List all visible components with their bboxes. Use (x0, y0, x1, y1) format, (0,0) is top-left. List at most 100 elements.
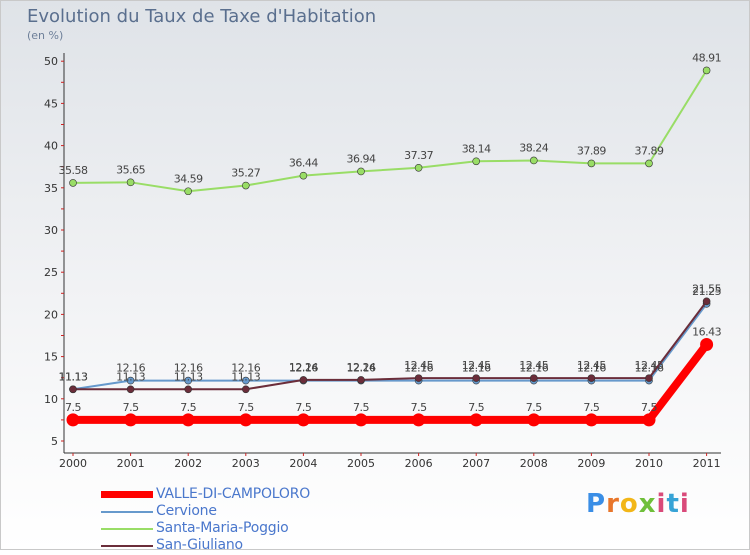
legend-swatch-cervione (101, 511, 153, 513)
data-label-san-giuliano: 12.45 (577, 359, 606, 372)
legend-label-santa-maria-poggio: Santa-Maria-Poggio (156, 520, 289, 536)
data-label-valle-di-campoloro: 7.5 (353, 401, 369, 414)
legend-label-valle-di-campoloro: VALLE-DI-CAMPOLORO (156, 486, 311, 502)
data-label-san-giuliano: 21.55 (692, 282, 721, 295)
unit-label: (en %) (27, 29, 64, 42)
data-label-cervione: 12.16 (116, 362, 145, 375)
x-tick-label: 2002 (174, 457, 202, 470)
series-santa-maria-poggio: 35.58 35.65 34.59 35.27 36.44 36.94 37.37 38.14… (59, 51, 722, 196)
data-point-santa-maria-poggio (299, 171, 308, 180)
data-label-san-giuliano: 11.13 (231, 370, 260, 383)
x-tick-label: 2001 (117, 457, 145, 470)
series-layer: 35.58 35.65 34.59 35.27 36.44 36.94 37.37 38.14… (59, 51, 722, 427)
data-point-cervione (242, 376, 250, 385)
data-label-santa-maria-poggio: 35.65 (116, 163, 145, 176)
data-point-valle-di-campoloro (412, 413, 426, 427)
data-label-cervione: 12.16 (404, 362, 433, 375)
data-point-valle-di-campoloro (584, 413, 598, 427)
series-line-valle-di-campoloro (73, 342, 710, 424)
y-tick-label: 35 (44, 182, 58, 195)
data-point-san-giuliano (414, 374, 423, 382)
data-label-san-giuliano: 11.13 (116, 370, 145, 383)
data-label-cervione: 12.16 (231, 362, 260, 375)
data-point-valle-di-campoloro (66, 413, 80, 427)
data-label-cervione: 12.16 (289, 362, 318, 375)
y-tick-label: 50 (44, 55, 58, 68)
series-san-giuliano: 11.13 11.13 11.13 11.13 12.24 12.24 12.45 12.45… (59, 282, 722, 394)
data-label-cervione: 21.25 (692, 285, 721, 298)
data-point-san-giuliano (357, 376, 365, 384)
legend-swatch-san-giuliano (101, 545, 153, 547)
data-label-cervione: 12.16 (462, 362, 491, 375)
data-label-valle-di-campoloro: 7.5 (65, 401, 81, 414)
data-point-valle-di-campoloro (124, 413, 138, 427)
data-label-santa-maria-poggio: 38.14 (462, 142, 491, 155)
data-label-san-giuliano: 12.45 (462, 359, 491, 372)
data-label-valle-di-campoloro: 16.43 (692, 326, 721, 339)
legend-swatch-valle-di-campoloro (101, 491, 153, 498)
series-line-san-giuliano (73, 300, 708, 391)
data-label-cervione: 11.13 (59, 370, 88, 383)
data-point-san-giuliano (529, 374, 538, 382)
data-label-valle-di-campoloro: 7.5 (295, 401, 311, 414)
data-point-santa-maria-poggio (242, 181, 250, 190)
data-label-valle-di-campoloro: 7.5 (468, 401, 484, 414)
data-label-santa-maria-poggio: 35.27 (231, 167, 260, 180)
data-label-san-giuliano: 11.13 (59, 370, 88, 383)
data-label-santa-maria-poggio: 38.24 (519, 141, 548, 154)
data-label-santa-maria-poggio: 37.89 (635, 144, 664, 157)
data-label-san-giuliano: 12.24 (347, 361, 376, 374)
y-tick-label: 30 (44, 224, 58, 237)
data-point-santa-maria-poggio (184, 187, 192, 196)
proxiti-logo: Proxiti (586, 489, 690, 519)
x-tick-label: 2000 (59, 457, 87, 470)
legend-swatch-santa-maria-poggio (101, 528, 153, 530)
data-point-valle-di-campoloro (469, 413, 483, 427)
data-label-valle-di-campoloro: 7.5 (180, 401, 196, 414)
x-tick-label: 2007 (462, 457, 490, 470)
data-point-valle-di-campoloro (527, 413, 541, 427)
data-label-cervione: 12.16 (635, 362, 664, 375)
data-point-valle-di-campoloro (239, 413, 253, 427)
data-point-santa-maria-poggio (587, 159, 596, 168)
data-label-san-giuliano: 12.45 (519, 359, 548, 372)
y-tick-label: 15 (44, 351, 58, 364)
data-label-san-giuliano: 12.45 (635, 359, 664, 372)
data-point-santa-maria-poggio (414, 163, 423, 172)
chart-title: Evolution du Taux de Taxe d'Habitation (27, 6, 377, 27)
data-point-cervione (184, 376, 192, 385)
data-point-santa-maria-poggio (529, 156, 538, 165)
data-point-san-giuliano (126, 385, 135, 394)
data-label-valle-di-campoloro: 7.5 (526, 401, 542, 414)
data-point-san-giuliano (702, 297, 711, 306)
y-tick-label: 45 (44, 97, 58, 110)
y-tick-label: 10 (44, 393, 58, 406)
data-point-valle-di-campoloro (700, 338, 714, 352)
data-point-valle-di-campoloro (296, 413, 310, 427)
data-point-cervione (126, 376, 135, 385)
data-point-santa-maria-poggio (702, 66, 711, 75)
data-point-san-giuliano (587, 374, 596, 382)
data-label-santa-maria-poggio: 36.44 (289, 157, 318, 170)
data-point-san-giuliano (472, 374, 481, 382)
data-label-san-giuliano: 12.45 (404, 359, 433, 372)
series-valle-di-campoloro: 7.5 7.5 7.5 7.5 7.5 7.5 7.5 7.5 7.5 7.5 7.5 16.43 (65, 326, 722, 427)
data-label-santa-maria-poggio: 37.37 (404, 149, 433, 162)
data-point-santa-maria-poggio (472, 157, 481, 166)
data-label-valle-di-campoloro: 7.5 (123, 401, 139, 414)
data-label-valle-di-campoloro: 7.5 (583, 401, 599, 414)
data-label-cervione: 12.16 (174, 362, 203, 375)
x-tick-label: 2005 (347, 457, 375, 470)
data-label-valle-di-campoloro: 7.5 (238, 401, 254, 414)
y-tick-label: 20 (44, 308, 58, 321)
data-point-santa-maria-poggio (69, 179, 77, 187)
x-tick-label: 2009 (577, 457, 605, 470)
data-point-santa-maria-poggio (357, 167, 365, 176)
data-point-san-giuliano (242, 385, 250, 394)
axes: 5 10 15 20 25 30 35 40 45 50 2000 2001 2002 2003 2004 2… (44, 53, 721, 470)
data-point-santa-maria-poggio (645, 159, 653, 168)
series-line-cervione (72, 303, 708, 391)
data-point-valle-di-campoloro (642, 413, 656, 427)
